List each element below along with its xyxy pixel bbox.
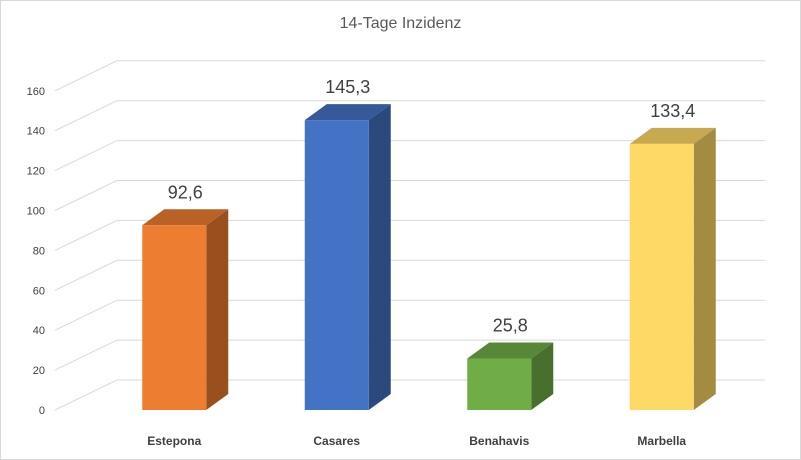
bar-top-face bbox=[304, 104, 391, 121]
bar-top-face bbox=[467, 342, 554, 359]
y-tick-label: 80 bbox=[33, 245, 45, 257]
y-tick-label: 0 bbox=[39, 405, 45, 417]
y-tick-label: 20 bbox=[33, 365, 45, 377]
x-tick-label: Estepona bbox=[147, 434, 201, 448]
bar-side-face bbox=[368, 104, 391, 411]
gridlines bbox=[54, 60, 765, 411]
bar-top-face bbox=[142, 209, 229, 226]
y-tick-label: 100 bbox=[27, 206, 45, 218]
y-tick-label: 60 bbox=[33, 285, 45, 297]
data-label: 145,3 bbox=[325, 77, 370, 97]
x-tick-label: Casares bbox=[313, 434, 360, 448]
chart-title: 14-Tage Inzidenz bbox=[340, 15, 462, 32]
bar-front-face bbox=[142, 225, 207, 410]
y-tick-label: 140 bbox=[27, 126, 45, 138]
gridline bbox=[54, 299, 765, 331]
bar-casares bbox=[304, 104, 391, 411]
bar-front-face bbox=[467, 358, 532, 410]
bar-front-face bbox=[304, 120, 369, 411]
data-label: 133,4 bbox=[650, 101, 695, 121]
y-tick-label: 120 bbox=[27, 166, 45, 178]
bars bbox=[142, 104, 716, 411]
data-label: 25,8 bbox=[493, 316, 528, 336]
bar-top-face bbox=[629, 127, 716, 144]
y-tick-label: 40 bbox=[33, 325, 45, 337]
x-tick-label: Benahavis bbox=[469, 434, 529, 448]
bar-front-face bbox=[629, 143, 694, 410]
y-axis-ticks: 0 20 40 60 80 100 120 140 160 bbox=[27, 86, 45, 417]
bar-side-face bbox=[693, 127, 716, 410]
bar-benahavis bbox=[467, 342, 554, 410]
x-axis-labels: Estepona Casares Benahavis Marbella bbox=[147, 434, 686, 448]
y-tick-label: 160 bbox=[27, 86, 45, 98]
bar-marbella bbox=[629, 127, 716, 410]
gridline bbox=[54, 259, 765, 291]
gridline bbox=[54, 100, 765, 132]
gridline bbox=[54, 60, 765, 92]
bar-side-face bbox=[531, 342, 554, 410]
bar-estepona bbox=[142, 209, 229, 410]
gridline bbox=[54, 339, 765, 371]
gridline bbox=[54, 180, 765, 211]
bar-side-face bbox=[206, 209, 229, 410]
data-label: 92,6 bbox=[168, 182, 203, 202]
gridline bbox=[54, 219, 765, 251]
x-tick-label: Marbella bbox=[637, 434, 686, 448]
gridline bbox=[54, 140, 765, 172]
data-labels: 92,6 145,3 25,8 133,4 bbox=[168, 77, 696, 335]
